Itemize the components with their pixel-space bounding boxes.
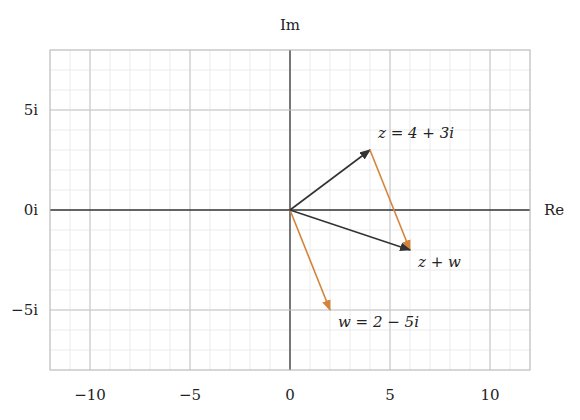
minor-grid-line [50,110,530,111]
minor-grid-line [50,310,530,311]
minor-grid [50,50,530,370]
x-tick-label: −5 [179,386,201,404]
x-tick-label: 0 [285,386,295,404]
vector-arrow [370,150,410,250]
grid-line [50,310,530,311]
y-axis-label: Im [280,16,300,34]
vector-label: w = 2 − 5i [338,313,419,331]
y-tick-label: −5i [11,301,38,319]
vector-arrow [290,150,370,210]
chart: −10 −5 0 5 10 −5i 0i 5i Re Im z = 4 + 3i w = 2 − 5i… [0,0,580,420]
y-tick-label: 5i [24,101,39,119]
vector-arrow [290,210,330,310]
x-axis-label: Re [544,201,564,219]
vector-label: z = 4 + 3i [377,124,454,142]
y-tick-label: 0i [24,201,39,219]
vector-arrow [290,210,410,250]
vectors [290,150,410,310]
grid-line [50,110,530,111]
vector-label: z + w [417,253,461,271]
x-tick-label: −10 [74,386,106,404]
x-tick-label: 5 [385,386,395,404]
x-tick-label: 10 [480,386,499,404]
vector-labels: z = 4 + 3i w = 2 − 5i z + w [338,124,461,331]
plot-frame [50,50,530,370]
